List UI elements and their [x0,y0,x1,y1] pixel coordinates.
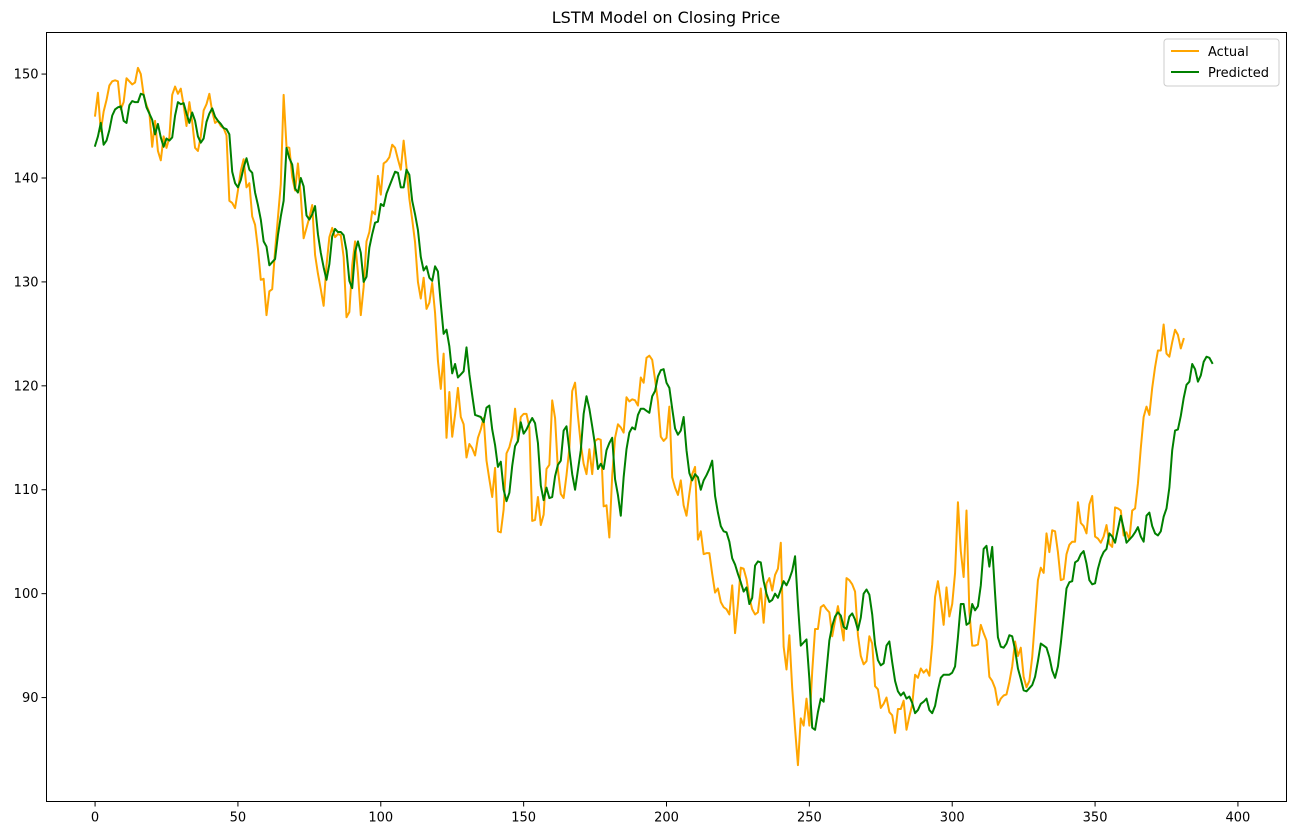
y-tick-label: 90 [22,691,39,706]
x-tick-label: 50 [230,811,247,826]
y-tick-label: 140 [14,171,39,186]
x-axis: 0 50 100 150 200 250 300 350 400 [91,801,1251,826]
y-tick-label: 130 [14,275,39,290]
x-tick-label: 100 [368,811,393,826]
x-tick-label: 0 [91,811,99,826]
legend-label-actual: Actual [1208,45,1249,60]
x-tick-label: 400 [1226,811,1251,826]
plot-frame [46,32,1287,802]
x-tick-label: 300 [940,811,965,826]
plot-area [46,32,1287,802]
y-axis: 90 100 110 120 130 140 150 [14,68,47,706]
x-tick-label: 150 [511,811,536,826]
series-line-actual [93,66,1185,767]
chart-title: LSTM Model on Closing Price [552,8,780,27]
series-line-predicted [93,92,1214,731]
y-tick-label: 110 [14,483,39,498]
series-layer [93,66,1214,767]
x-tick-label: 350 [1083,811,1108,826]
legend: Actual Predicted [1163,38,1280,87]
y-tick-label: 120 [14,379,39,394]
x-tick-label: 200 [654,811,679,826]
y-tick-label: 150 [14,68,39,83]
x-tick-label: 250 [797,811,822,826]
legend-label-predicted: Predicted [1208,66,1269,81]
y-tick-label: 100 [14,587,39,602]
